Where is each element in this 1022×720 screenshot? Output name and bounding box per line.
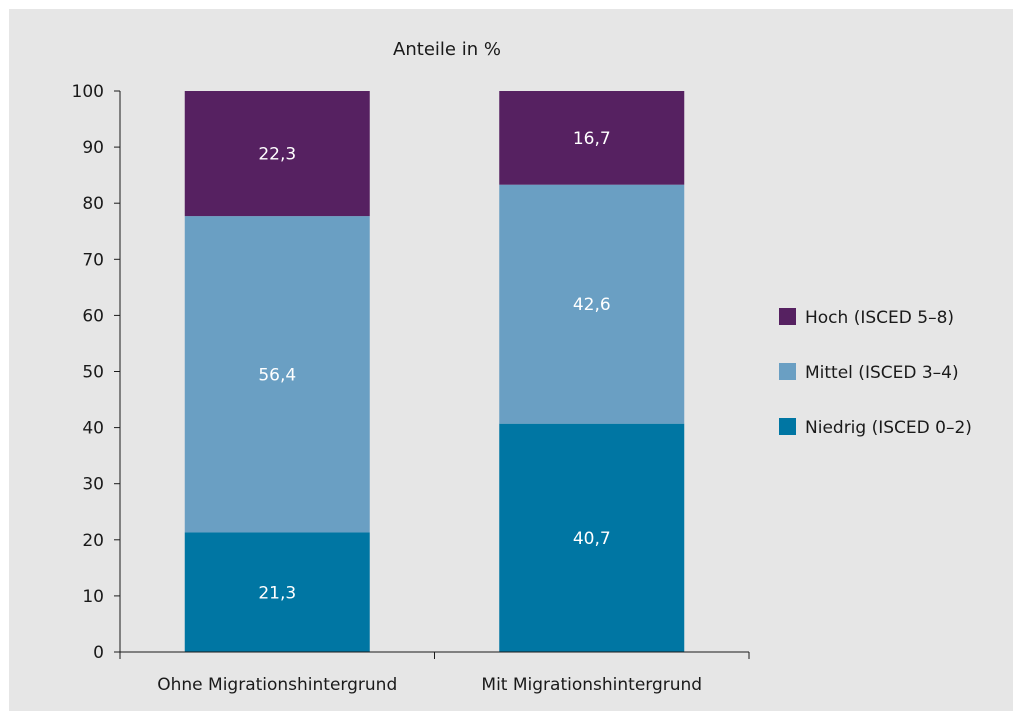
bar-segment <box>499 91 685 185</box>
legend-label: Hoch (ISCED 5–8) <box>805 308 954 328</box>
bar-segment <box>184 532 370 652</box>
chart-panel: Anteile in % 0 10 20 30 40 50 60 70 80 90 100 21,3… <box>9 9 1013 711</box>
data-label: 40,7 <box>573 529 611 549</box>
legend-item: Hoch (ISCED 5–8) <box>779 308 954 328</box>
legend-item: Niedrig (ISCED 0–2) <box>779 418 972 438</box>
stacked-bar-chart: Anteile in % 0 10 20 30 40 50 60 70 80 90 100 21,3… <box>72 39 972 695</box>
y-tick-label: 50 <box>82 363 104 383</box>
legend-swatch <box>779 418 796 435</box>
x-category-label: Mit Migrationshintergrund <box>481 675 702 695</box>
legend: Hoch (ISCED 5–8) Mittel (ISCED 3–4) Niedri… <box>779 308 972 438</box>
y-tick-label: 10 <box>82 587 104 607</box>
data-label: 42,6 <box>573 295 611 315</box>
y-tick-label: 100 <box>72 82 104 102</box>
data-label: 56,4 <box>258 365 296 385</box>
y-tick-label: 20 <box>82 531 104 551</box>
bar-segment <box>499 423 685 652</box>
x-axis: Ohne Migrationshintergrund Mit Migrations… <box>119 651 750 695</box>
x-category-label: Ohne Migrationshintergrund <box>157 675 397 695</box>
legend-label: Mittel (ISCED 3–4) <box>805 363 959 383</box>
y-tick-label: 30 <box>82 475 104 495</box>
legend-swatch <box>779 308 796 325</box>
bar-segment <box>499 184 685 424</box>
legend-swatch <box>779 363 796 380</box>
legend-label: Niedrig (ISCED 0–2) <box>805 418 972 438</box>
y-axis: 0 10 20 30 40 50 60 70 80 90 100 <box>72 82 121 663</box>
bar-segment <box>184 91 370 217</box>
y-tick-label: 80 <box>82 194 104 214</box>
chart-title: Anteile in % <box>393 39 501 60</box>
legend-item: Mittel (ISCED 3–4) <box>779 363 959 383</box>
y-tick-label: 90 <box>82 138 104 158</box>
bars: 21,3 56,4 22,3 40,7 42,6 16,7 <box>184 91 685 652</box>
bar-segment <box>184 216 370 533</box>
y-tick-label: 0 <box>93 643 104 663</box>
data-label: 22,3 <box>258 145 296 165</box>
y-tick-label: 40 <box>82 419 104 439</box>
y-tick-label: 60 <box>82 306 104 326</box>
data-label: 16,7 <box>573 129 611 149</box>
data-label: 21,3 <box>258 583 296 603</box>
y-tick-label: 70 <box>82 250 104 270</box>
